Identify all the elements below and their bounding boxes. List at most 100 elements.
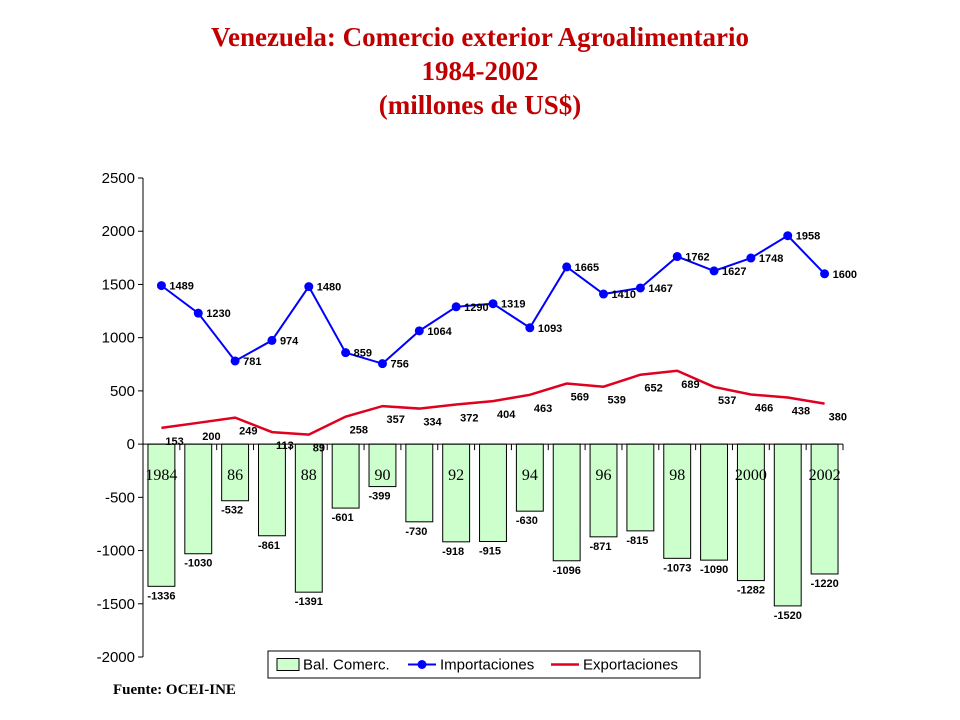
point-importaciones	[267, 335, 277, 345]
point-importaciones	[488, 299, 498, 309]
data-label-bal-comerc: -1030	[184, 558, 212, 570]
point-importaciones	[525, 323, 535, 333]
data-label-importaciones: 1290	[464, 302, 488, 314]
y-tick-label: 1500	[102, 276, 135, 293]
data-label-exportaciones: 113	[276, 440, 294, 452]
y-tick-label: 500	[110, 383, 135, 400]
data-label-importaciones: 1665	[575, 262, 599, 274]
point-importaciones	[746, 253, 756, 263]
bar-bal-comerc	[736, 443, 765, 582]
data-label-bal-comerc: -730	[405, 526, 427, 538]
data-label-bal-comerc: -1220	[811, 578, 839, 590]
data-label-exportaciones: 153	[165, 436, 183, 448]
x-tick-label: 90	[374, 467, 390, 484]
chart-title: Venezuela: Comercio exterior Agroaliment…	[0, 20, 960, 122]
data-label-importaciones: 781	[243, 356, 261, 368]
data-label-bal-comerc: -1073	[663, 562, 691, 574]
data-label-exportaciones: 200	[202, 431, 220, 443]
x-tick-label: 2000	[735, 467, 767, 484]
point-importaciones	[709, 266, 719, 276]
data-label-exportaciones: 689	[681, 379, 699, 391]
data-label-exportaciones: 537	[718, 395, 736, 407]
data-label-importaciones: 1230	[206, 308, 230, 320]
bar-bal-comerc	[663, 443, 692, 559]
data-label-bal-comerc: -1520	[774, 610, 802, 622]
data-label-importaciones: 1489	[169, 281, 193, 293]
data-label-importaciones: 1762	[685, 252, 709, 264]
bar-bal-comerc	[589, 443, 618, 538]
data-label-bal-comerc: -1090	[700, 564, 728, 576]
data-label-exportaciones: 380	[829, 412, 847, 424]
point-importaciones	[672, 252, 682, 262]
bar-bal-comerc	[442, 443, 471, 543]
data-label-importaciones: 1748	[759, 253, 783, 265]
point-importaciones	[193, 308, 203, 318]
data-label-bal-comerc: -1282	[737, 585, 765, 597]
point-importaciones	[156, 281, 166, 291]
point-importaciones	[451, 302, 461, 312]
data-label-bal-comerc: -1336	[147, 590, 175, 602]
data-label-importaciones: 1410	[612, 289, 636, 301]
source-note: Fuente: OCEI-INE	[113, 682, 236, 698]
data-label-bal-comerc: -532	[221, 505, 243, 517]
y-tick-label: -1000	[97, 543, 135, 560]
data-label-bal-comerc: -918	[442, 546, 464, 558]
x-tick-label: 92	[448, 467, 464, 484]
bar-bal-comerc	[258, 443, 286, 537]
data-label-exportaciones: 569	[571, 392, 589, 404]
bar-bal-comerc	[552, 443, 581, 562]
data-label-importaciones: 1467	[648, 283, 672, 295]
title-line-2: 1984-2002	[421, 56, 539, 86]
x-tick-label: 88	[301, 467, 317, 484]
data-label-bal-comerc: -630	[516, 515, 538, 527]
bar-bal-comerc	[626, 443, 655, 532]
x-tick-label: 1984	[145, 467, 177, 484]
point-importaciones	[599, 289, 609, 299]
data-label-exportaciones: 404	[497, 409, 516, 421]
bar-bal-comerc	[405, 443, 434, 523]
point-importaciones	[414, 326, 424, 336]
data-label-importaciones: 1600	[833, 269, 857, 281]
x-tick-label: 94	[522, 467, 538, 484]
data-label-importaciones: 1958	[796, 231, 820, 243]
y-tick-label: -500	[105, 489, 135, 506]
y-tick-label: -2000	[97, 649, 135, 666]
legend-label-importaciones: Importaciones	[440, 657, 534, 674]
bar-bal-comerc	[515, 443, 544, 512]
data-label-exportaciones: 258	[350, 425, 368, 437]
y-tick-label: 0	[127, 436, 135, 453]
data-label-bal-comerc: -1096	[553, 565, 581, 577]
bar-bal-comerc	[294, 443, 323, 593]
point-importaciones	[635, 283, 645, 293]
legend-box	[267, 650, 701, 679]
point-importaciones	[230, 356, 240, 366]
data-label-importaciones: 974	[280, 335, 299, 347]
x-tick-label: 96	[596, 467, 612, 484]
data-label-bal-comerc: -861	[258, 540, 280, 552]
x-tick-label: 98	[669, 467, 685, 484]
data-label-bal-comerc: -601	[332, 512, 354, 524]
bar-bal-comerc	[700, 443, 729, 561]
data-label-bal-comerc: -1391	[295, 596, 323, 608]
y-tick-label: 2500	[102, 170, 135, 187]
data-label-importaciones: 1064	[427, 326, 452, 338]
data-label-importaciones: 859	[354, 348, 372, 360]
data-label-exportaciones: 438	[792, 405, 810, 417]
point-importaciones	[341, 348, 351, 358]
point-importaciones	[304, 282, 314, 292]
y-tick-label: -1500	[97, 596, 135, 613]
data-label-exportaciones: 249	[239, 426, 257, 438]
point-importaciones	[783, 231, 793, 241]
legend-label-exportaciones: Exportaciones	[583, 657, 678, 674]
data-label-bal-comerc: -871	[590, 541, 612, 553]
data-label-exportaciones: 372	[460, 413, 478, 425]
legend-label-bal-comerc: Bal. Comerc.	[303, 657, 390, 674]
data-label-bal-comerc: -399	[368, 491, 390, 503]
bar-bal-comerc	[773, 443, 802, 607]
y-tick-label: 2000	[102, 223, 135, 240]
data-label-importaciones: 1319	[501, 299, 525, 311]
x-tick-label: 2002	[809, 467, 841, 484]
data-label-exportaciones: 357	[386, 414, 404, 426]
bar-bal-comerc	[331, 443, 360, 509]
